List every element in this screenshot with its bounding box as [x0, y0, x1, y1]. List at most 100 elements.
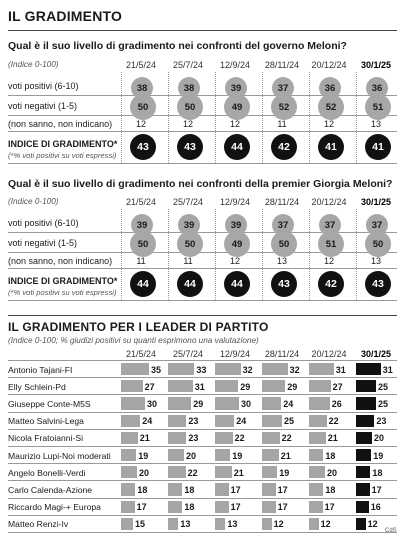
value-circle: 37 — [272, 77, 294, 99]
leader-bar — [309, 466, 325, 479]
leader-bar-value: 32 — [289, 364, 300, 375]
value-cell: 11 — [136, 256, 146, 266]
leader-bar-value: 24 — [142, 416, 153, 427]
section2-label-index: INDICE DI GRADIMENTO* — [8, 276, 118, 286]
leader-bar — [262, 363, 288, 376]
leader-bar-value: 23 — [188, 433, 199, 444]
leader-bar — [356, 380, 376, 393]
leader-bar-value: 13 — [180, 519, 191, 530]
index-circle: 44 — [224, 271, 250, 297]
row-divider — [8, 428, 397, 430]
leader-bar — [309, 380, 331, 393]
column-divider — [168, 209, 169, 300]
leader-bar-value: 19 — [279, 467, 290, 478]
value-circle: 51 — [318, 231, 344, 257]
leader-bar-value: 25 — [284, 416, 295, 427]
column-divider — [356, 72, 357, 163]
section3-date-1: 25/7/24 — [172, 349, 204, 359]
value-circle: 52 — [271, 94, 297, 120]
leader-bar — [215, 449, 231, 462]
leader-bar — [168, 466, 186, 479]
leader-bar — [262, 449, 279, 462]
value-cell: 12 — [182, 119, 193, 129]
leader-name: Elly Schlein-Pd — [8, 381, 66, 392]
leader-bar-value: 24 — [283, 398, 294, 409]
index-circle: 43 — [130, 134, 156, 160]
leader-bar-value: 19 — [138, 450, 149, 461]
leader-bar-value: 18 — [184, 502, 195, 513]
value-circle: 50 — [271, 231, 297, 257]
leader-bar-value: 23 — [188, 416, 199, 427]
value-cell: 12 — [135, 119, 146, 129]
column-divider — [215, 209, 216, 300]
leader-bar-value: 18 — [325, 450, 336, 461]
leader-bar-value: 29 — [240, 381, 251, 392]
section1-label-index: INDICE DI GRADIMENTO* — [8, 139, 118, 149]
leader-bar — [121, 517, 133, 530]
row-divider — [8, 232, 397, 233]
row-divider — [8, 411, 397, 413]
leader-bar-value: 17 — [277, 484, 288, 495]
leader-bar — [309, 431, 326, 444]
leader-bar-value: 29 — [193, 398, 204, 409]
row-divider — [8, 480, 397, 482]
row-divider — [8, 394, 397, 396]
leader-bar-value: 17 — [230, 502, 241, 513]
leader-bar-value: 18 — [184, 484, 195, 495]
leader-bar-value: 21 — [233, 467, 244, 478]
column-divider — [121, 209, 122, 300]
row-divider — [8, 377, 397, 379]
leader-name: Nicola Fratoianni-Si — [8, 433, 83, 444]
leader-bar-value: 20 — [327, 467, 338, 478]
leader-bar-value: 32 — [242, 364, 253, 375]
leader-bar — [309, 517, 319, 530]
section2-date-4: 20/12/24 — [311, 197, 347, 207]
section1-index-note: (*% voti positivi su voti espressi) — [8, 151, 117, 160]
leader-bar — [215, 517, 226, 530]
leader-bar-value: 21 — [139, 433, 150, 444]
leader-bar-value: 21 — [280, 450, 291, 461]
leader-bar — [309, 363, 334, 376]
section2-index-note: (*% voti positivi su voti espressi) — [8, 288, 117, 297]
value-circle: 36 — [366, 77, 388, 99]
leader-bar — [309, 397, 330, 410]
leader-bar — [356, 483, 370, 496]
leader-bar — [168, 414, 187, 427]
leader-bar-value: 26 — [331, 398, 342, 409]
section2-note: (Indice 0-100) — [8, 197, 59, 206]
value-circle: 52 — [318, 94, 344, 120]
column-divider — [356, 209, 357, 300]
section3-date-5: 30/1/25 — [360, 349, 392, 359]
value-circle: 49 — [224, 231, 250, 257]
index-circle: 43 — [365, 271, 391, 297]
column-divider — [262, 209, 263, 300]
value-circle: 50 — [130, 94, 156, 120]
leader-bar-value: 20 — [374, 433, 385, 444]
leader-bar-value: 30 — [147, 398, 158, 409]
leader-name: Carlo Calenda-Azione — [8, 484, 93, 495]
row-divider — [8, 163, 397, 164]
value-cell: 13 — [370, 119, 381, 129]
leader-bar-value: 19 — [373, 450, 384, 461]
row-divider — [8, 115, 397, 116]
leader-bar — [168, 449, 184, 462]
section1-date-2: 12/9/24 — [219, 60, 251, 70]
value-circle: 37 — [272, 214, 294, 236]
section3-note: (Indice 0-100; % giudizi positivi su qua… — [8, 336, 259, 345]
leader-bar-value: 25 — [378, 381, 389, 392]
row-divider — [8, 95, 397, 96]
section2-date-3: 28/11/24 — [264, 197, 300, 207]
leader-bar — [215, 431, 233, 444]
value-cell: 11 — [277, 119, 287, 129]
value-cell: 12 — [229, 119, 240, 129]
leader-bar — [168, 431, 187, 444]
leader-name: Matteo Renzi-Iv — [8, 519, 69, 530]
section1-date-1: 25/7/24 — [172, 60, 204, 70]
section1-title: IL GRADIMENTO — [8, 8, 123, 24]
leader-bar — [356, 500, 369, 513]
leader-bar — [121, 397, 145, 410]
index-circle: 44 — [177, 271, 203, 297]
leader-bar — [262, 500, 276, 513]
value-cell: 12 — [229, 256, 240, 266]
leader-bar-value: 12 — [367, 519, 378, 530]
